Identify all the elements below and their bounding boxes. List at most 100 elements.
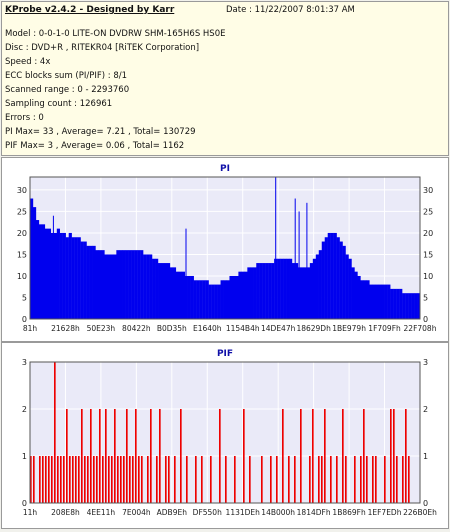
pi-bar bbox=[193, 280, 197, 319]
pif-bar bbox=[120, 456, 122, 503]
pif-bar bbox=[342, 409, 344, 503]
pi-bar bbox=[283, 258, 287, 319]
pif-chart: PIF 0 0 1 1 2 2 3 3 11h 208E8h 4EE11h 7E004h ADB9Eh DF… bbox=[22, 349, 437, 517]
pi-bar bbox=[268, 263, 272, 319]
pi-bar bbox=[68, 232, 72, 319]
pi-bar bbox=[223, 280, 227, 319]
pi-bar bbox=[122, 250, 126, 319]
pi-bar bbox=[181, 271, 186, 319]
pi-bar bbox=[247, 267, 251, 319]
pi-bar bbox=[86, 245, 90, 319]
pi-xtick: E1640h bbox=[193, 324, 222, 333]
pif-xtick: 1B869Fh bbox=[332, 508, 366, 517]
pi-bar bbox=[113, 254, 117, 319]
pif-bar bbox=[210, 456, 212, 503]
pi-bar bbox=[366, 280, 370, 319]
pif-xtick: 14B000h bbox=[261, 508, 295, 517]
pif-bar bbox=[345, 456, 347, 503]
pi-bar bbox=[202, 280, 206, 319]
pi-bar bbox=[155, 258, 159, 319]
model-info: Model : 0-0-1-0 LITE-ON DVDRW SHM-165H6S… bbox=[5, 29, 226, 39]
pi-bar bbox=[220, 280, 224, 319]
pi-bar bbox=[417, 293, 421, 319]
pi-bar bbox=[369, 284, 373, 319]
pi-bar bbox=[166, 263, 171, 319]
scanned-range-info: Scanned range : 0 - 2293760 bbox=[5, 85, 130, 95]
pi-xtick: 22F708h bbox=[404, 324, 437, 333]
pi-bar bbox=[95, 250, 99, 319]
pi-bar bbox=[41, 224, 46, 319]
pif-bar bbox=[69, 456, 71, 503]
pi-bar bbox=[411, 293, 415, 319]
pi-bar bbox=[300, 267, 305, 319]
pif-bar bbox=[147, 456, 149, 503]
pi-summary: PI Max= 33 , Average= 7.21 , Total= 1307… bbox=[5, 127, 196, 137]
pi-bar bbox=[324, 237, 328, 319]
pi-ytick-right: 15 bbox=[423, 250, 433, 259]
pif-bar bbox=[108, 456, 110, 503]
pi-bar bbox=[158, 263, 162, 319]
pif-bar bbox=[39, 456, 41, 503]
pif-xtick: DF550h bbox=[193, 508, 222, 517]
pi-bar bbox=[378, 284, 382, 319]
pif-xtick: 208E8h bbox=[51, 508, 80, 517]
pif-bar bbox=[402, 456, 404, 503]
pi-bar bbox=[187, 275, 191, 319]
pif-bar bbox=[372, 456, 374, 503]
pi-bar bbox=[205, 280, 209, 319]
pi-bar bbox=[143, 254, 147, 319]
pif-bar bbox=[405, 409, 407, 503]
pif-bar bbox=[384, 456, 386, 503]
pi-bar bbox=[384, 284, 388, 319]
pi-bar bbox=[336, 237, 340, 319]
pif-bar bbox=[72, 456, 74, 503]
pi-xtick: 1154B4h bbox=[226, 324, 260, 333]
pi-bar bbox=[396, 288, 400, 319]
pif-bar bbox=[150, 409, 152, 503]
pi-xtick: B0D35h bbox=[157, 324, 187, 333]
pi-ytick-right: 30 bbox=[423, 186, 433, 195]
pif-bar bbox=[270, 456, 272, 503]
pi-xtick: 18629Dh bbox=[296, 324, 331, 333]
pi-bar bbox=[101, 250, 105, 319]
pif-bar bbox=[396, 456, 398, 503]
pif-xtick: ADB9Eh bbox=[157, 508, 188, 517]
pif-bar bbox=[156, 456, 158, 503]
pi-bar bbox=[342, 245, 346, 319]
pif-bar bbox=[360, 456, 362, 503]
pi-bar bbox=[71, 237, 75, 319]
pi-ytick-left: 15 bbox=[17, 250, 27, 259]
pif-bar bbox=[111, 456, 113, 503]
pif-ytick-left: 0 bbox=[22, 499, 27, 508]
pif-xtick: 1EF7EDh bbox=[368, 508, 402, 517]
pif-bar bbox=[363, 409, 365, 503]
pif-bar bbox=[114, 409, 116, 503]
pif-bar bbox=[330, 456, 332, 503]
pi-bar bbox=[134, 250, 138, 319]
pif-summary: PIF Max= 3 , Average= 0.06 , Total= 1162 bbox=[5, 141, 185, 151]
pif-bar bbox=[96, 456, 98, 503]
pif-ytick-left: 1 bbox=[22, 452, 27, 461]
pif-bar bbox=[132, 456, 134, 503]
pif-bar bbox=[75, 456, 77, 503]
pi-bar bbox=[238, 271, 242, 319]
pif-bar bbox=[201, 456, 203, 503]
pif-bar bbox=[318, 456, 320, 503]
pi-bar bbox=[56, 228, 60, 319]
pi-chart-panel: PI 0 0 5 5 10 10 15 15 20 20 25 25 30 30 81h 21628h 50E23… bbox=[1, 157, 449, 342]
pi-bar bbox=[44, 228, 49, 319]
pi-bar bbox=[280, 258, 284, 319]
pif-bar bbox=[51, 456, 53, 503]
pif-bar bbox=[45, 456, 47, 503]
pif-bar bbox=[219, 409, 221, 503]
pi-bar bbox=[327, 232, 331, 319]
pi-bar bbox=[306, 267, 311, 319]
pi-bar bbox=[119, 250, 123, 319]
pif-bar bbox=[48, 456, 50, 503]
pi-bar bbox=[405, 293, 409, 319]
pi-bar bbox=[178, 271, 183, 319]
pi-bar bbox=[92, 245, 96, 319]
pi-xtick: 80422h bbox=[122, 324, 151, 333]
pif-bar bbox=[66, 409, 68, 503]
pi-ytick-left: 30 bbox=[17, 186, 27, 195]
